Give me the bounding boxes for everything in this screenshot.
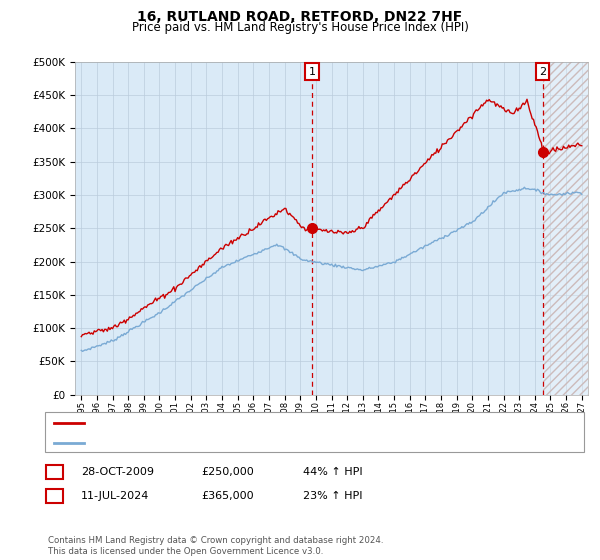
Text: 1: 1 (51, 465, 58, 478)
Bar (542, 62, 600, 395)
Text: HPI: Average price, detached house, Bassetlaw: HPI: Average price, detached house, Bass… (90, 438, 336, 448)
Text: 1: 1 (308, 67, 316, 77)
Text: 11-JUL-2024: 11-JUL-2024 (81, 491, 149, 501)
Text: Price paid vs. HM Land Registry's House Price Index (HPI): Price paid vs. HM Land Registry's House … (131, 21, 469, 34)
Bar (542, 62, 600, 395)
Text: 2: 2 (51, 489, 58, 502)
Text: 28-OCT-2009: 28-OCT-2009 (81, 466, 154, 477)
Text: 44% ↑ HPI: 44% ↑ HPI (303, 466, 362, 477)
Text: 16, RUTLAND ROAD, RETFORD, DN22 7HF (detached house): 16, RUTLAND ROAD, RETFORD, DN22 7HF (det… (90, 418, 403, 428)
Text: £250,000: £250,000 (201, 466, 254, 477)
Text: 16, RUTLAND ROAD, RETFORD, DN22 7HF: 16, RUTLAND ROAD, RETFORD, DN22 7HF (137, 10, 463, 24)
Text: 2: 2 (539, 67, 546, 77)
Text: 23% ↑ HPI: 23% ↑ HPI (303, 491, 362, 501)
Text: £365,000: £365,000 (201, 491, 254, 501)
Text: Contains HM Land Registry data © Crown copyright and database right 2024.
This d: Contains HM Land Registry data © Crown c… (48, 536, 383, 556)
